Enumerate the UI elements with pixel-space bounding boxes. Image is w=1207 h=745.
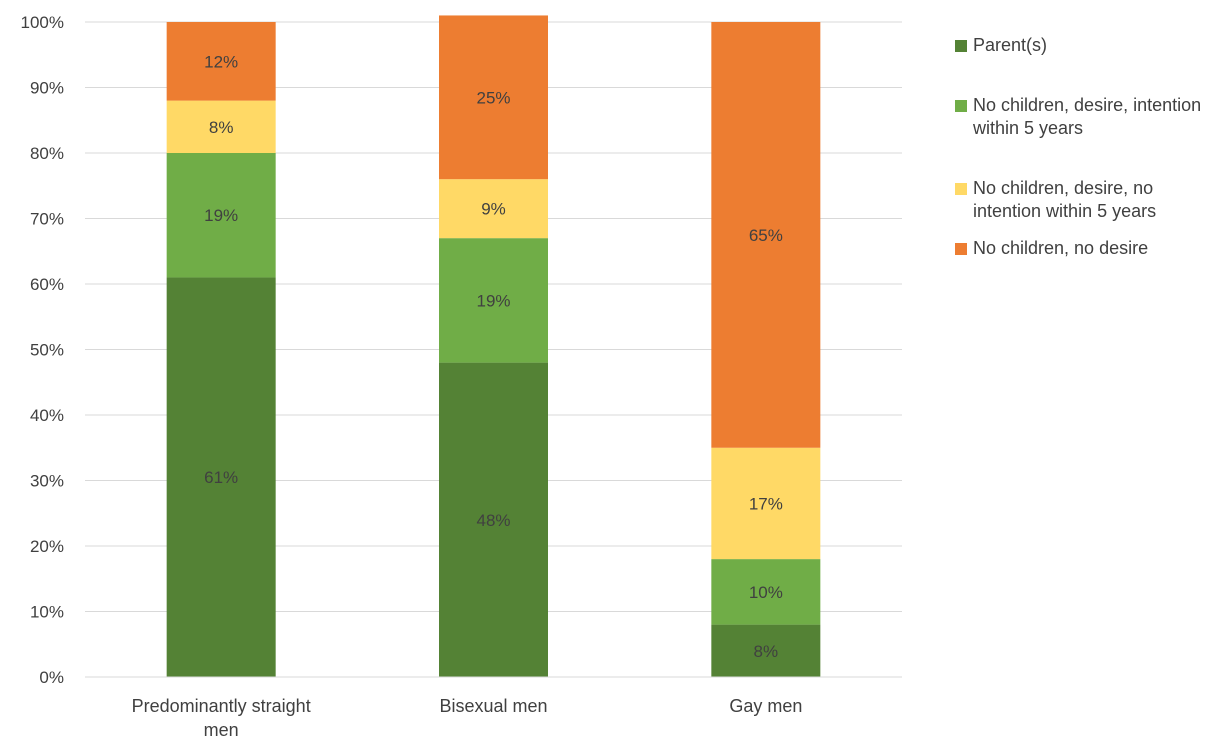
legend-item: No children, desire, intention within 5 … [955, 94, 1205, 140]
y-tick-label: 90% [30, 79, 64, 98]
data-label: 17% [749, 494, 783, 513]
y-tick-label: 80% [30, 144, 64, 163]
x-category-label: Bisexual men [439, 696, 547, 716]
data-label: 48% [476, 511, 510, 530]
y-tick-label: 60% [30, 275, 64, 294]
data-label: 65% [749, 226, 783, 245]
bar-segment [711, 559, 821, 625]
y-tick-label: 40% [30, 406, 64, 425]
legend-swatch [955, 40, 967, 52]
legend: Parent(s) No children, desire, intention … [955, 34, 1205, 260]
x-category-label: Predominantly straight men [132, 696, 311, 740]
bar-segment [711, 22, 821, 448]
y-tick-label: 100% [21, 13, 64, 32]
data-label: 19% [476, 291, 510, 310]
legend-swatch [955, 243, 967, 255]
legend-item: Parent(s) [955, 34, 1205, 57]
legend-label: No children, desire, no intention within… [973, 178, 1157, 221]
y-tick-label: 0% [39, 668, 64, 687]
data-label: 25% [476, 88, 510, 107]
data-label: 10% [749, 583, 783, 602]
data-label: 8% [754, 642, 779, 661]
y-tick-label: 10% [30, 603, 64, 622]
data-label: 61% [204, 468, 238, 487]
bar-segment [711, 447, 821, 560]
y-tick-label: 70% [30, 210, 64, 229]
bar-segment [166, 153, 276, 278]
bar-segment [439, 179, 548, 239]
y-tick-label: 50% [30, 341, 64, 360]
data-label: 19% [204, 206, 238, 225]
x-category-label: Gay men [729, 696, 802, 716]
legend-item: No children, desire, no intention within… [955, 177, 1205, 223]
data-label: 8% [209, 118, 234, 137]
bar-segment [711, 624, 821, 677]
bar-segment [166, 277, 276, 677]
y-tick-label: 20% [30, 537, 64, 556]
legend-label: No children, no desire [973, 238, 1149, 258]
legend-label: Parent(s) [973, 35, 1048, 55]
bar-segment [439, 362, 548, 677]
bar-segment [166, 100, 276, 153]
bar-segment [439, 15, 548, 180]
legend-swatch [955, 183, 967, 195]
legend-item: No children, no desire [955, 237, 1205, 260]
bar-segment [166, 22, 276, 101]
bar-segment [439, 238, 548, 363]
data-label: 9% [481, 200, 506, 219]
legend-swatch [955, 100, 967, 112]
data-label: 12% [204, 52, 238, 71]
legend-label: No children, desire, intention within 5 … [973, 95, 1202, 138]
y-tick-label: 30% [30, 472, 64, 491]
